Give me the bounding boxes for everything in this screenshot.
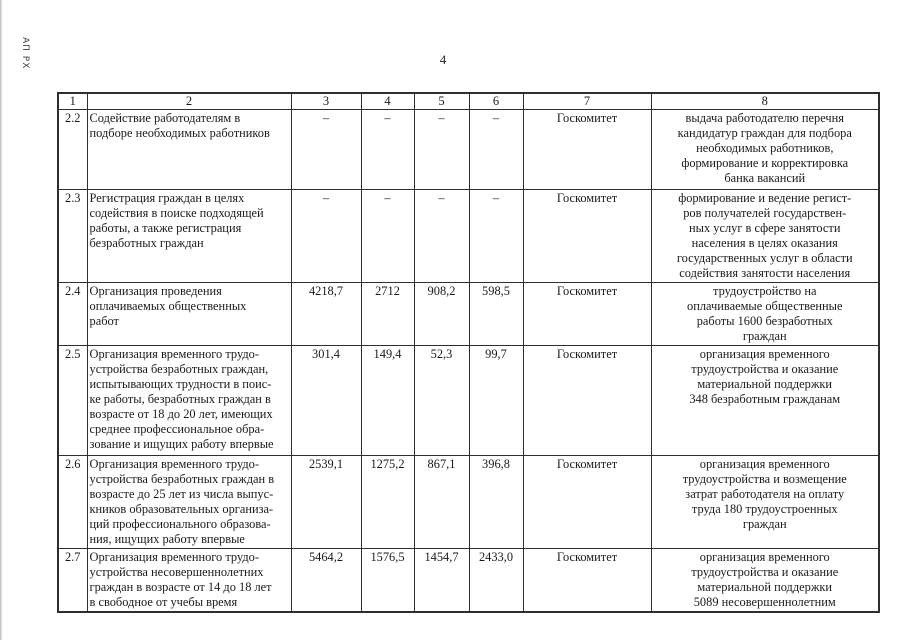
table-row-2-6: 2.6 Организация временного трудо- устрой… <box>57 455 880 549</box>
page-number: 4 <box>439 52 447 67</box>
column-header-4: 4 <box>360 92 415 110</box>
result-cell: формирование и ведение регист- ров получ… <box>650 189 880 283</box>
value-cell: – <box>290 189 362 283</box>
value-cell: – <box>360 109 415 190</box>
value-cell: 149,4 <box>360 345 415 456</box>
row-number-cell: 2.3 <box>57 189 88 283</box>
executor-cell: Госкомитет <box>522 189 652 283</box>
value-cell: 598,5 <box>468 282 524 346</box>
value-cell: 52,3 <box>413 345 470 456</box>
result-cell: трудоустройство на оплачиваемые обществе… <box>650 282 880 346</box>
activity-cell: Организация временного трудо- устройства… <box>86 548 292 613</box>
column-header-8: 8 <box>650 92 880 110</box>
value-cell: – <box>413 189 470 283</box>
row-number-cell: 2.7 <box>57 548 88 613</box>
row-number-cell: 2.2 <box>57 109 88 190</box>
value-cell: – <box>468 109 524 190</box>
table-row-2-3: 2.3 Регистрация граждан в целях содейств… <box>57 189 880 283</box>
value-cell: 1454,7 <box>413 548 470 613</box>
executor-cell: Госкомитет <box>522 109 652 190</box>
executor-cell: Госкомитет <box>522 282 652 346</box>
column-header-5: 5 <box>413 92 470 110</box>
activity-cell: Организация временного трудо- устройства… <box>86 455 292 549</box>
result-cell: организация временного трудоустройства и… <box>650 455 880 549</box>
value-cell: – <box>468 189 524 283</box>
table-header-row: 1 2 3 4 5 6 7 8 <box>57 92 880 110</box>
activities-table: 1 2 3 4 5 6 7 8 2.2 Содействие работодат… <box>57 92 880 613</box>
executor-cell: Госкомитет <box>522 548 652 613</box>
value-cell: 5464,2 <box>290 548 362 613</box>
value-cell: 2712 <box>360 282 415 346</box>
row-number-cell: 2.6 <box>57 455 88 549</box>
table-row-2-2: 2.2 Содействие работодателям в подборе н… <box>57 109 880 190</box>
activity-cell: Содействие работодателям в подборе необх… <box>86 109 292 190</box>
executor-cell: Госкомитет <box>522 345 652 456</box>
column-header-6: 6 <box>468 92 524 110</box>
value-cell: 1275,2 <box>360 455 415 549</box>
scan-edge-artifact <box>0 0 2 640</box>
value-cell: 908,2 <box>413 282 470 346</box>
value-cell: 301,4 <box>290 345 362 456</box>
result-cell: организация временного трудоустройства и… <box>650 345 880 456</box>
activity-cell: Организация временного трудо- устройства… <box>86 345 292 456</box>
value-cell: 4218,7 <box>290 282 362 346</box>
activity-cell: Регистрация граждан в целях содействия в… <box>86 189 292 283</box>
result-cell: выдача работодателю перечня кандидатур г… <box>650 109 880 190</box>
column-header-2: 2 <box>86 92 292 110</box>
row-number-cell: 2.5 <box>57 345 88 456</box>
value-cell: – <box>290 109 362 190</box>
row-number-cell: 2.4 <box>57 282 88 346</box>
value-cell: 396,8 <box>468 455 524 549</box>
table-row-2-4: 2.4 Организация проведения оплачиваемых … <box>57 282 880 346</box>
column-header-7: 7 <box>522 92 652 110</box>
column-header-1: 1 <box>57 92 88 110</box>
value-cell: 867,1 <box>413 455 470 549</box>
column-header-3: 3 <box>290 92 362 110</box>
value-cell: – <box>360 189 415 283</box>
table-row-2-7: 2.7 Организация временного трудо- устрой… <box>57 548 880 613</box>
result-cell: организация временного трудоустройства и… <box>650 548 880 613</box>
value-cell: 2539,1 <box>290 455 362 549</box>
value-cell: 99,7 <box>468 345 524 456</box>
margin-stamp: АП РХ <box>20 37 30 70</box>
table-row-2-5: 2.5 Организация временного трудо- устрой… <box>57 345 880 456</box>
value-cell: 1576,5 <box>360 548 415 613</box>
executor-cell: Госкомитет <box>522 455 652 549</box>
activity-cell: Организация проведения оплачиваемых обще… <box>86 282 292 346</box>
value-cell: – <box>413 109 470 190</box>
value-cell: 2433,0 <box>468 548 524 613</box>
